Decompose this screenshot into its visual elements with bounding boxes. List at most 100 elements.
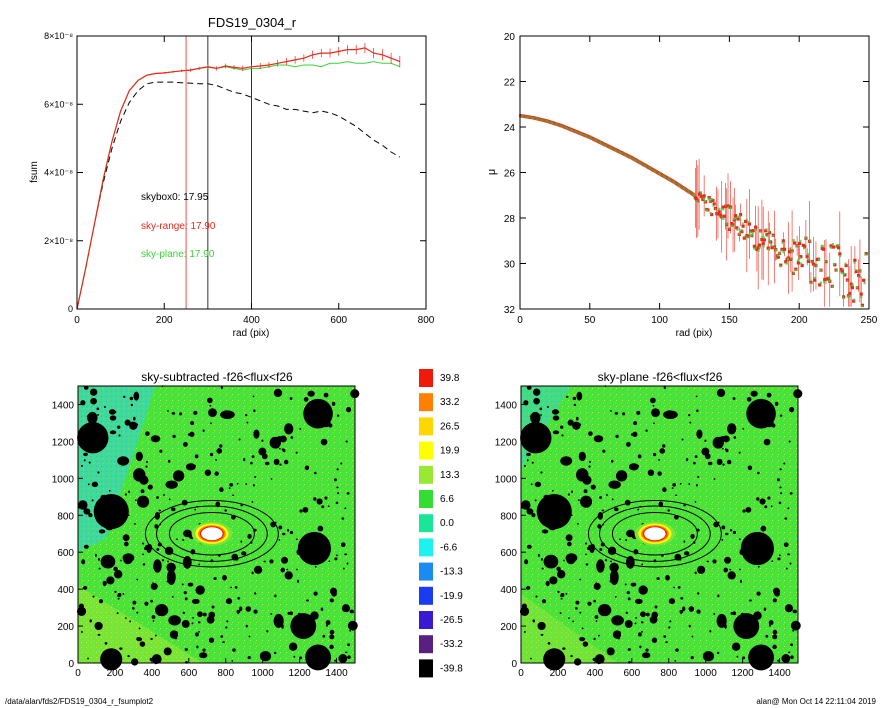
mask-blob	[284, 423, 294, 435]
map-xtick-label: 1400	[768, 668, 791, 679]
mu-ytick-label: 24	[504, 123, 516, 134]
mu-point-green	[827, 276, 831, 279]
mask-blob	[707, 461, 713, 466]
mask-blob	[136, 637, 143, 642]
mu-point-green	[844, 262, 847, 265]
mask-blob	[245, 624, 248, 628]
mask-blob	[133, 391, 140, 401]
mask-blob	[302, 506, 309, 513]
mask-blob	[601, 509, 605, 512]
mask-blob	[224, 410, 227, 412]
mu-point-red	[840, 269, 844, 274]
mu-xtick-label: 100	[651, 315, 668, 326]
mu-point-green	[792, 271, 795, 274]
mask-blob	[293, 655, 296, 658]
mu-point-green	[863, 281, 866, 285]
mask-blob	[184, 597, 188, 601]
mask-blob	[87, 483, 90, 486]
mask-blob	[87, 411, 98, 424]
mask-blob	[97, 414, 99, 416]
mu-point-red	[694, 197, 699, 201]
mask-blob	[592, 657, 596, 662]
mask-blob	[130, 403, 134, 407]
mask-blob	[349, 609, 354, 614]
mask-blob	[281, 556, 289, 564]
mask-blob	[226, 620, 229, 623]
mask-blob	[313, 591, 318, 596]
mask-blob	[252, 484, 255, 487]
mu-point-green	[800, 262, 803, 265]
mask-blob	[83, 544, 89, 549]
mask-blob	[693, 461, 696, 465]
mu-point-green	[790, 250, 794, 253]
mu-point-red	[849, 282, 853, 286]
mask-blob	[344, 651, 348, 654]
mask-blob	[694, 571, 697, 575]
mask-blob	[690, 656, 694, 660]
mask-blob	[336, 468, 339, 471]
mask-blob	[316, 498, 323, 505]
mask-blob	[594, 615, 599, 619]
mask-blob	[117, 592, 122, 597]
mask-blob	[543, 554, 559, 569]
mask-blob	[659, 449, 663, 452]
mask-blob	[253, 429, 260, 439]
mask-star	[520, 422, 552, 454]
mask-blob	[583, 489, 588, 494]
mask-blob	[273, 388, 283, 398]
mu-ytick-label: 28	[504, 214, 516, 225]
mask-blob	[289, 530, 294, 535]
mu-point-green	[761, 235, 764, 238]
fsum-tick-layer: 0 200 400 600 800 0 2×10⁻⁸ 4×10⁻⁸ 6×10⁻⁸ 8×10⁻⁸	[44, 31, 435, 326]
mask-blob	[530, 411, 541, 424]
mask-blob	[634, 598, 643, 604]
mu-point-green	[864, 253, 867, 256]
mask-blob	[253, 565, 263, 574]
mu-point-green	[829, 246, 833, 249]
mask-blob	[526, 385, 532, 390]
mask-blob	[193, 410, 198, 415]
mask-blob	[154, 604, 169, 617]
mask-blob	[610, 459, 614, 463]
map-xtick-label: 200	[107, 668, 124, 679]
mu-point-red	[779, 263, 783, 267]
mu-point-red	[780, 247, 784, 251]
mu-data-layer	[519, 114, 868, 308]
mask-blob	[704, 439, 707, 443]
mask-blob	[213, 577, 217, 580]
mask-blob	[640, 611, 646, 618]
mu-point-red	[752, 244, 756, 248]
mu-point-red	[700, 194, 704, 199]
mask-blob	[156, 548, 160, 551]
mu-point-red	[839, 267, 843, 271]
mask-blob	[691, 635, 694, 638]
mask-blob	[647, 469, 655, 476]
mask-blob	[341, 517, 345, 520]
fsum-title: FDS19_0304_r	[208, 15, 297, 30]
mu-point-green	[736, 215, 740, 218]
mask-blob	[748, 599, 753, 602]
mask-blob	[540, 633, 544, 636]
mask-blob	[781, 654, 791, 663]
mask-blob	[122, 534, 130, 542]
mask-blob	[526, 508, 534, 515]
map-left-panel: sky-subtracted -f26<flux<f26 0 200 400 600 8…	[52, 370, 360, 679]
mu-point-green	[832, 262, 836, 266]
mask-blob	[530, 657, 532, 660]
mask-blob	[526, 452, 531, 457]
mask-blob	[276, 436, 283, 440]
mask-blob	[593, 435, 604, 443]
mask-blob	[738, 451, 741, 454]
mask-blob	[323, 392, 329, 398]
mu-point-red	[811, 262, 816, 266]
mask-blob	[347, 655, 351, 659]
map-ytick-label: 1400	[52, 400, 75, 411]
mask-blob	[779, 486, 782, 489]
mu-point-red	[723, 204, 728, 208]
mask-blob	[577, 522, 579, 525]
mu-point-green	[706, 209, 709, 212]
aperture-ellipse	[168, 511, 255, 556]
mask-blob	[166, 560, 169, 563]
mask-blob	[650, 397, 656, 404]
mu-ytick-label: 26	[504, 169, 516, 180]
